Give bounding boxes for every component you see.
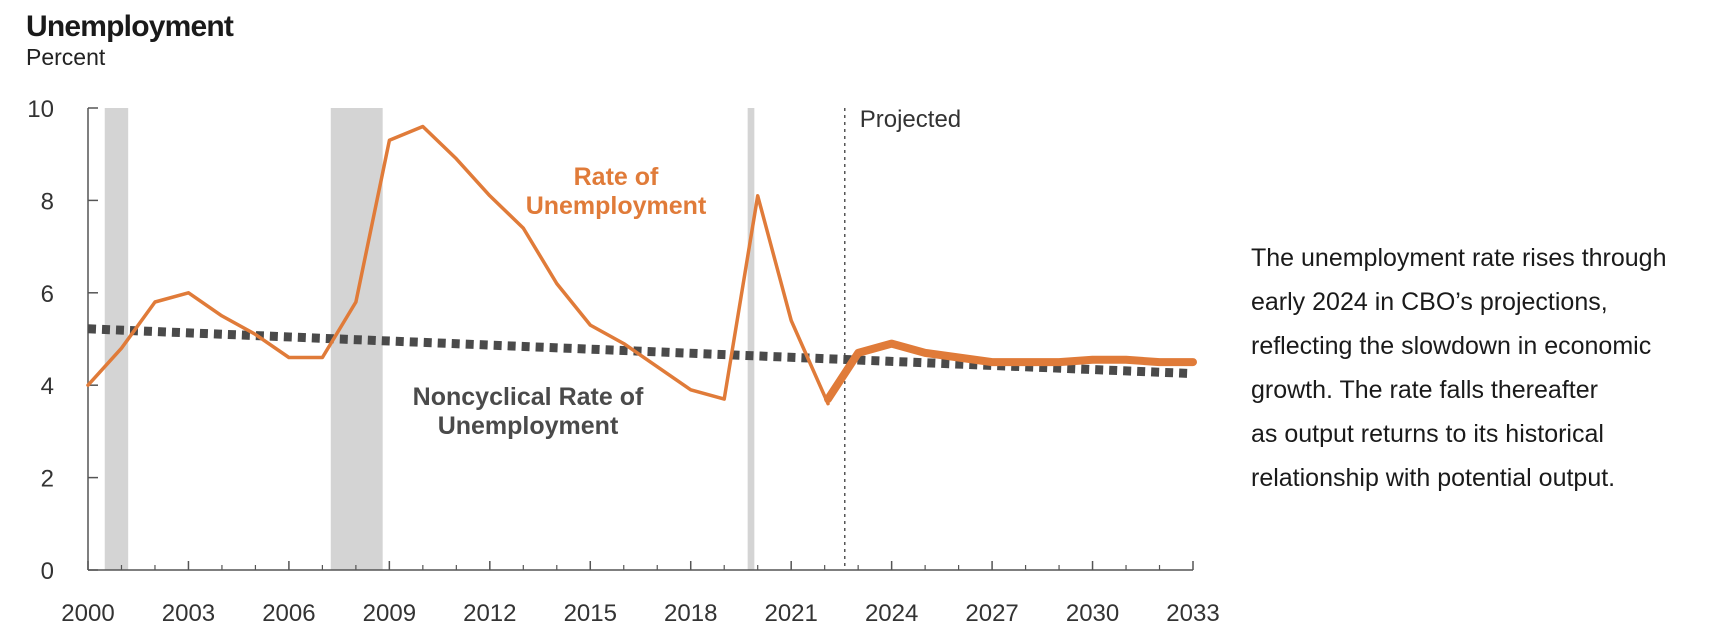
x-tick-label-2015: 2015 [564, 600, 617, 627]
unemployment-rate-label-line-2: Unemployment [526, 192, 707, 220]
noncyclical-rate-label-line-1: Noncyclical Rate of [413, 383, 644, 411]
y-tick-label-4: 4 [41, 373, 54, 400]
unemployment-rate-label-line-1: Rate of [574, 163, 659, 191]
chart-title: Unemployment [26, 10, 234, 43]
y-tick-label-0: 0 [41, 558, 54, 585]
recession-band-1 [104, 108, 129, 570]
x-tick-label-2033: 2033 [1166, 600, 1219, 627]
recession-band-3 [747, 108, 755, 570]
y-tick-label-8: 8 [41, 188, 54, 215]
x-tick-label-2018: 2018 [664, 600, 717, 627]
x-tick-label-2030: 2030 [1066, 600, 1119, 627]
y-axis-unit: Percent [26, 44, 106, 70]
unemployment-rate-label: Rate of Unemployment [526, 163, 707, 220]
unemployment-rate-line-historical [86, 124, 830, 406]
chart-note: The unemployment rate rises through earl… [1251, 244, 1667, 492]
projection-label: Projected [860, 106, 961, 133]
axes: 0 2 4 6 8 10 2000 2003 2006 2009 2012 2015 2018 2021 2… [27, 96, 1219, 627]
noncyclical-rate-label: Noncyclical Rate of Unemployment [413, 383, 644, 440]
y-tick-label-10: 10 [27, 96, 54, 123]
x-tick-label-2027: 2027 [965, 600, 1018, 627]
noncyclical-rate-label-line-2: Unemployment [438, 412, 619, 440]
x-tick-label-2024: 2024 [865, 600, 918, 627]
x-tick-label-2021: 2021 [764, 600, 817, 627]
x-tick-label-2009: 2009 [363, 600, 416, 627]
x-tick-label-2006: 2006 [262, 600, 315, 627]
y-tick-label-6: 6 [41, 281, 54, 308]
x-tick-label-2003: 2003 [162, 600, 215, 627]
unemployment-rate-line-projected [824, 339, 1197, 404]
series [86, 124, 1197, 406]
x-tick-label-2000: 2000 [61, 600, 114, 627]
noncyclical-rate-line [87, 324, 1194, 379]
x-tick-label-2012: 2012 [463, 600, 516, 627]
y-tick-label-2: 2 [41, 466, 54, 493]
